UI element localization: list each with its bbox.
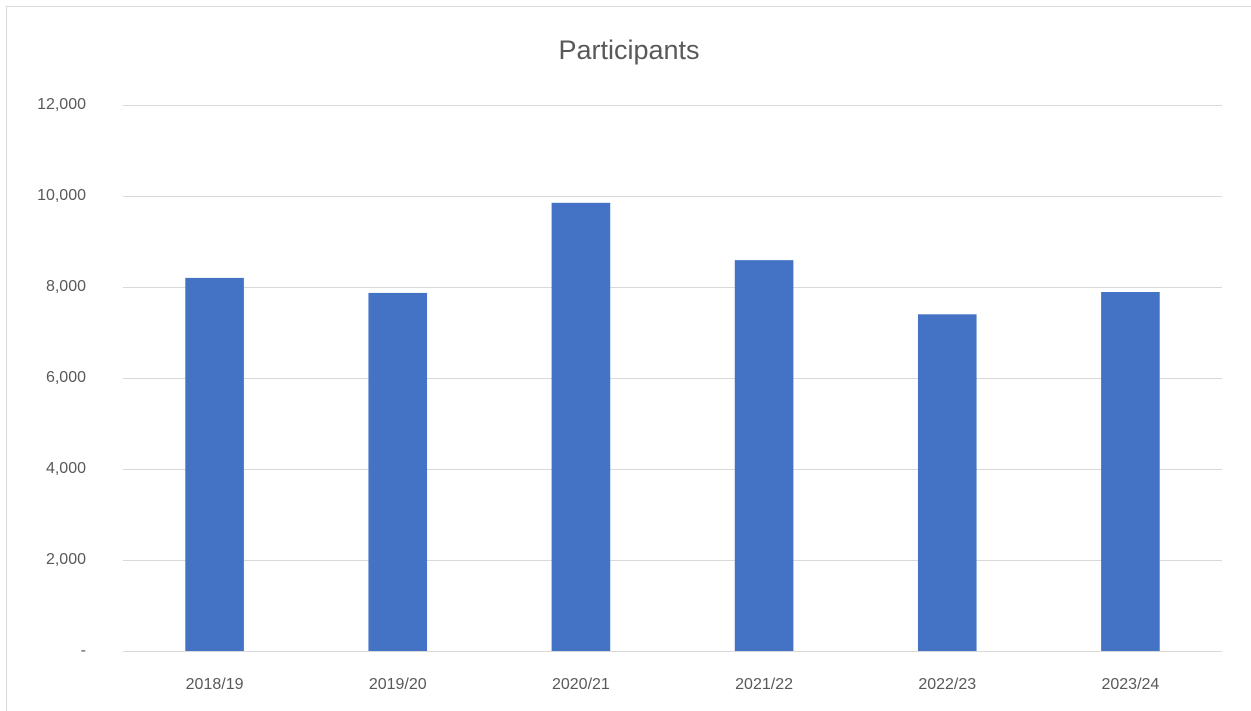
bar bbox=[185, 277, 244, 651]
chart-border bbox=[6, 6, 1251, 711]
bar bbox=[551, 202, 611, 651]
y-tick-label: 4,000 bbox=[46, 460, 86, 477]
x-tick-label: 2021/22 bbox=[735, 676, 793, 693]
y-tick-label: 6,000 bbox=[46, 369, 86, 386]
y-tick-label: 10,000 bbox=[37, 187, 86, 204]
y-tick-label: 2,000 bbox=[46, 551, 86, 568]
bar bbox=[734, 260, 794, 651]
chart-title: Participants bbox=[558, 35, 699, 65]
bar bbox=[368, 292, 428, 651]
x-tick-label: 2022/23 bbox=[918, 676, 976, 693]
x-tick-label: 2019/20 bbox=[369, 676, 427, 693]
x-tick-label: 2018/19 bbox=[186, 676, 244, 693]
y-tick-label: 8,000 bbox=[46, 278, 86, 295]
bar bbox=[1101, 292, 1160, 651]
y-tick-label: 12,000 bbox=[37, 96, 86, 113]
x-tick-label: 2020/21 bbox=[552, 676, 610, 693]
bar bbox=[917, 314, 977, 651]
y-tick-label: - bbox=[81, 642, 86, 659]
x-tick-label: 2023/24 bbox=[1101, 676, 1159, 693]
